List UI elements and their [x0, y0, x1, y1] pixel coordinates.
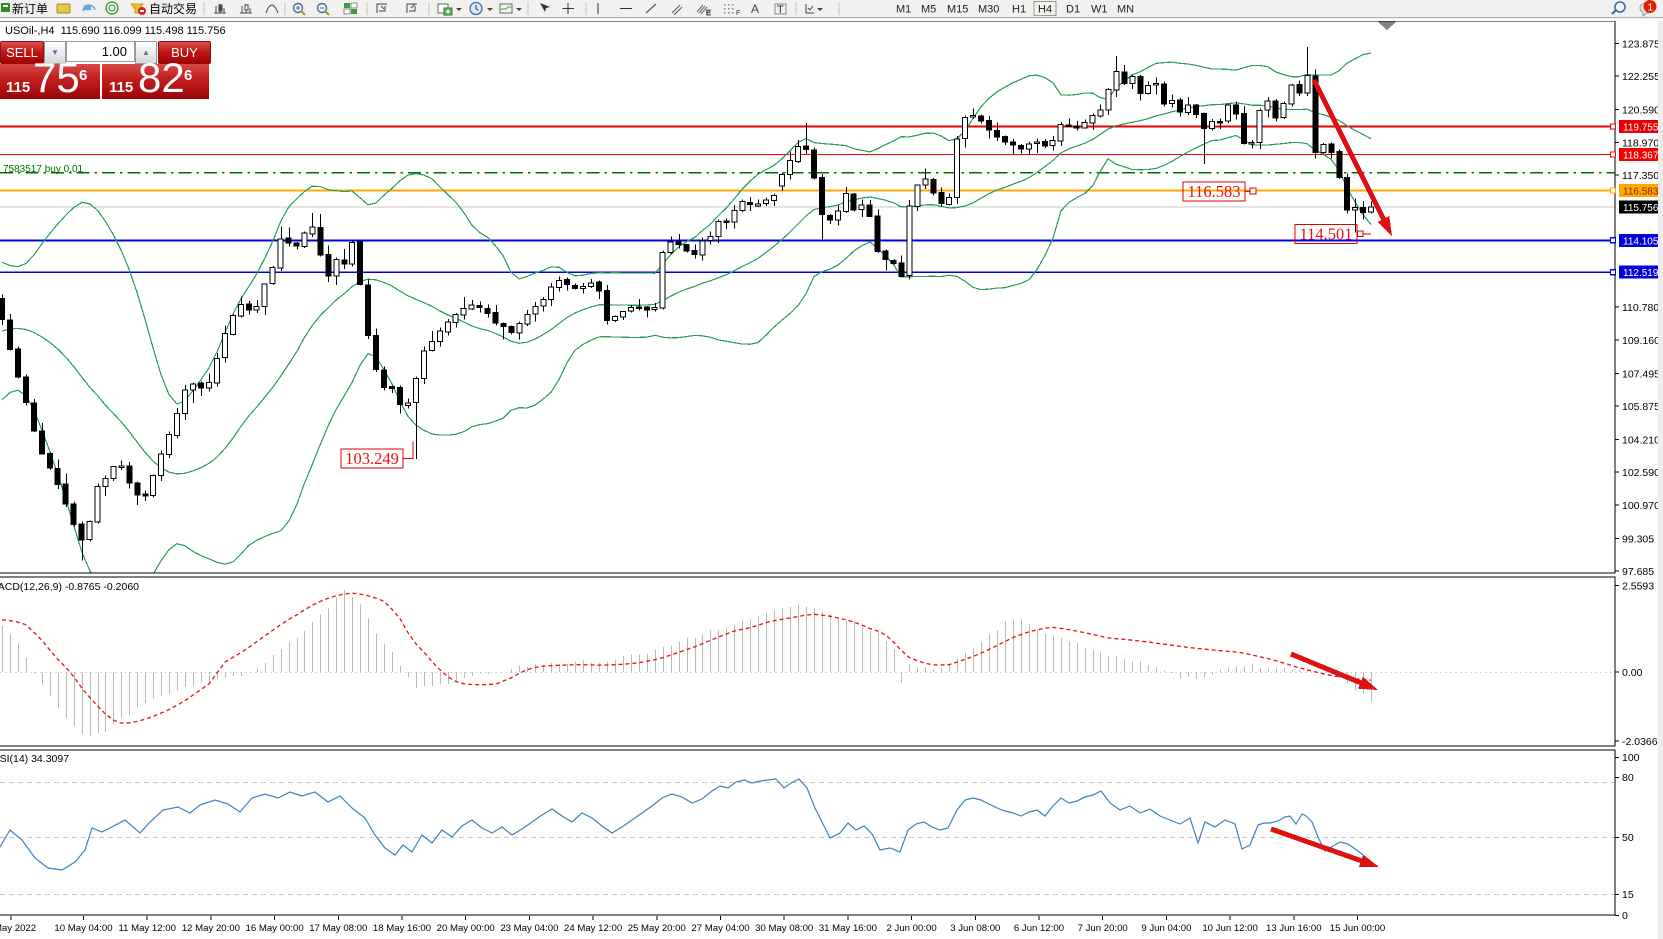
svg-text:3 Jun 08:00: 3 Jun 08:00 — [950, 923, 1000, 934]
svg-text:115.756: 115.756 — [1623, 203, 1659, 214]
svg-text:114.105: 114.105 — [1623, 236, 1659, 247]
svg-text:1: 1 — [1648, 3, 1654, 14]
svg-text:W1: W1 — [1091, 4, 1108, 16]
svg-text:6 Jun 12:00: 6 Jun 12:00 — [1014, 923, 1064, 934]
svg-text:M15: M15 — [947, 4, 968, 16]
svg-text:11 May 12:00: 11 May 12:00 — [118, 923, 175, 934]
svg-text:15 Jun 00:00: 15 Jun 00:00 — [1330, 923, 1385, 934]
svg-text:119.755: 119.755 — [1623, 123, 1659, 134]
svg-text:13 Jun 16:00: 13 Jun 16:00 — [1266, 923, 1321, 934]
svg-text:23 May 04:00: 23 May 04:00 — [500, 923, 558, 934]
svg-text:MACD(12,26,9) -0.8765 -0.2060: MACD(12,26,9) -0.8765 -0.2060 — [0, 581, 139, 593]
svg-text:0.00: 0.00 — [1622, 667, 1643, 679]
svg-text:RSI(14) 34.3097: RSI(14) 34.3097 — [0, 753, 69, 765]
svg-text:103.249: 103.249 — [345, 449, 399, 468]
svg-text:D1: D1 — [1066, 4, 1080, 16]
svg-text:A: A — [751, 2, 759, 16]
svg-text:自动交易: 自动交易 — [149, 1, 197, 16]
svg-text:107.495: 107.495 — [1622, 368, 1660, 380]
svg-text:118.970: 118.970 — [1622, 137, 1659, 149]
svg-text:25 May 20:00: 25 May 20:00 — [628, 923, 686, 934]
svg-text:M5: M5 — [921, 4, 936, 16]
svg-text:110.780: 110.780 — [1622, 302, 1659, 314]
svg-text:80: 80 — [1622, 772, 1634, 784]
svg-text:H1: H1 — [1012, 4, 1026, 16]
svg-text:116.583: 116.583 — [1187, 182, 1240, 201]
svg-text:24 May 12:00: 24 May 12:00 — [564, 923, 622, 934]
svg-text:112.519: 112.519 — [1623, 268, 1659, 279]
svg-text:99.305: 99.305 — [1622, 533, 1654, 545]
svg-text:109.160: 109.160 — [1622, 335, 1660, 347]
svg-text:15: 15 — [1622, 889, 1634, 901]
svg-text:27 May 04:00: 27 May 04:00 — [691, 923, 749, 934]
svg-text:97.685: 97.685 — [1622, 566, 1654, 578]
svg-text:16 May 00:00: 16 May 00:00 — [246, 923, 304, 934]
svg-text:T: T — [777, 4, 784, 16]
svg-text:104.210: 104.210 — [1622, 435, 1660, 447]
svg-text:0: 0 — [1622, 910, 1628, 922]
svg-text:100: 100 — [1622, 752, 1640, 764]
svg-text:9 Jun 04:00: 9 Jun 04:00 — [1141, 923, 1191, 934]
svg-text:105.875: 105.875 — [1622, 401, 1660, 413]
svg-text:114.501: 114.501 — [1299, 225, 1352, 244]
svg-text:20 May 00:00: 20 May 00:00 — [437, 923, 495, 934]
svg-text:MN: MN — [1117, 4, 1134, 16]
svg-text:100.970: 100.970 — [1622, 500, 1660, 512]
svg-text:118.367: 118.367 — [1623, 150, 1659, 161]
svg-text:123.875: 123.875 — [1622, 39, 1660, 51]
svg-text:7 Jun 20:00: 7 Jun 20:00 — [1078, 923, 1128, 934]
svg-text:-2.0366: -2.0366 — [1622, 736, 1658, 748]
svg-text:31 May 16:00: 31 May 16:00 — [819, 923, 877, 934]
svg-text:12 May 20:00: 12 May 20:00 — [182, 923, 240, 934]
svg-text:116.583: 116.583 — [1623, 186, 1659, 197]
svg-text:102.590: 102.590 — [1622, 467, 1660, 479]
svg-text:120.590: 120.590 — [1622, 105, 1660, 117]
svg-text:新订单: 新订单 — [12, 1, 48, 16]
svg-text:10 Jun 12:00: 10 Jun 12:00 — [1202, 923, 1257, 934]
svg-text:F: F — [736, 10, 740, 17]
svg-text:M1: M1 — [896, 4, 911, 16]
svg-text:18 May 16:00: 18 May 16:00 — [373, 923, 431, 934]
svg-text:10 May 04:00: 10 May 04:00 — [54, 923, 112, 934]
svg-text:2 Jun 00:00: 2 Jun 00:00 — [887, 923, 937, 934]
svg-text:2.5593: 2.5593 — [1622, 581, 1654, 593]
svg-text:122.255: 122.255 — [1622, 71, 1660, 83]
svg-text:M30: M30 — [978, 4, 999, 16]
svg-text:H4: H4 — [1038, 4, 1052, 16]
svg-text:117.350: 117.350 — [1622, 170, 1659, 182]
svg-text:USOil-,H4 115.690 116.099 115: USOil-,H4 115.690 116.099 115.498 115.75… — [5, 25, 226, 37]
svg-text:7583517 buy 0.01: 7583517 buy 0.01 — [3, 164, 84, 175]
svg-text:9 May 2022: 9 May 2022 — [0, 923, 36, 934]
svg-text:E: E — [706, 10, 711, 17]
svg-text:17 May 08:00: 17 May 08:00 — [309, 923, 367, 934]
svg-text:50: 50 — [1622, 832, 1634, 844]
svg-text:30 May 08:00: 30 May 08:00 — [755, 923, 813, 934]
